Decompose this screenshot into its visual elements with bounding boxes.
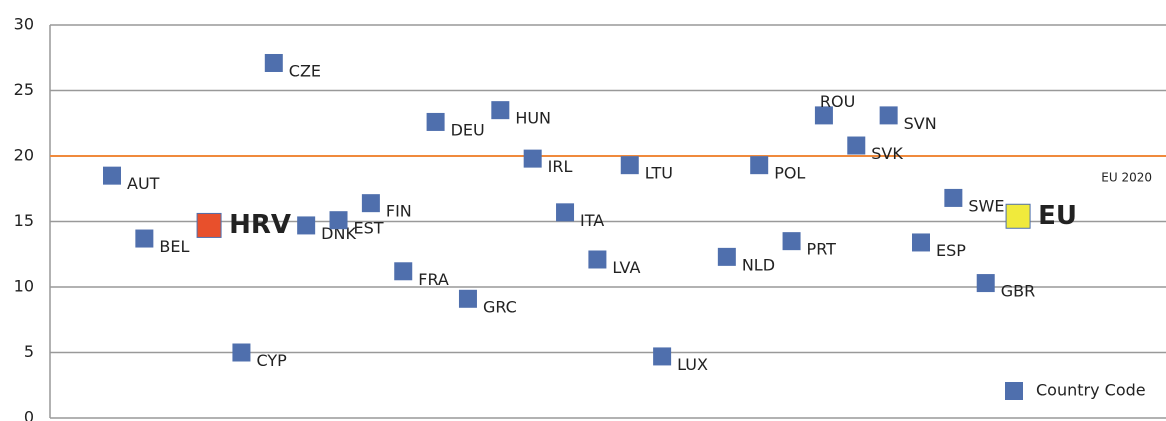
y-tick-label: 5 xyxy=(24,342,34,361)
point-label: PRT xyxy=(807,240,837,259)
point xyxy=(426,112,445,131)
y-tick-label: 15 xyxy=(14,211,34,230)
point xyxy=(458,289,477,308)
y-tick-label: 20 xyxy=(14,146,34,165)
point xyxy=(782,232,801,251)
y-tick-label: 25 xyxy=(14,80,34,99)
legend-marker xyxy=(1005,382,1023,400)
point-label: GBR xyxy=(1001,282,1036,301)
y-tick-label: 0 xyxy=(24,408,34,421)
point-label: EST xyxy=(354,219,384,238)
y-tick-label: 30 xyxy=(14,15,34,34)
point-label: ESP xyxy=(936,241,966,260)
point xyxy=(750,156,769,175)
point-label: LVA xyxy=(612,258,640,277)
point xyxy=(620,156,639,175)
point xyxy=(297,216,316,235)
point xyxy=(717,247,736,266)
point-label: NLD xyxy=(742,255,775,274)
point-label: IRL xyxy=(548,157,573,176)
point-label: SVK xyxy=(871,144,903,163)
point-label: LUX xyxy=(677,355,708,374)
point-label: HUN xyxy=(515,109,551,128)
point-label: LTU xyxy=(645,164,673,183)
point xyxy=(264,53,283,72)
y-tick-label: 10 xyxy=(14,277,34,296)
point-label: BEL xyxy=(159,237,189,256)
point xyxy=(912,233,930,252)
point xyxy=(847,136,866,155)
point-label: FIN xyxy=(386,202,412,221)
point-label: ROU xyxy=(820,92,855,111)
point-label: EU xyxy=(1038,201,1077,231)
point xyxy=(976,274,995,293)
point-label: SVN xyxy=(904,114,937,133)
point-label: SWE xyxy=(968,196,1004,215)
point xyxy=(103,166,121,185)
point-label: POL xyxy=(774,164,805,183)
point xyxy=(361,194,380,213)
point-label: DEU xyxy=(451,120,485,139)
point xyxy=(556,203,575,222)
point xyxy=(394,262,413,281)
point-label: FRA xyxy=(418,270,449,289)
point xyxy=(523,149,542,168)
point xyxy=(232,343,251,362)
point-label: ITA xyxy=(580,211,604,230)
point xyxy=(329,211,348,230)
point-label: CYP xyxy=(256,351,287,370)
legend-label: Country Code xyxy=(1036,381,1146,400)
point xyxy=(491,101,510,120)
reference-label: EU 2020 xyxy=(1101,171,1152,185)
point xyxy=(135,229,154,248)
point xyxy=(653,347,672,366)
point xyxy=(196,212,222,238)
point xyxy=(1005,203,1031,229)
point-label: AUT xyxy=(127,174,160,193)
point xyxy=(879,106,898,125)
point-label: GRC xyxy=(483,297,517,316)
point xyxy=(944,188,963,207)
point-label: CZE xyxy=(289,61,321,80)
point-label: HRV xyxy=(229,210,291,240)
point xyxy=(588,250,607,269)
point xyxy=(814,106,833,125)
